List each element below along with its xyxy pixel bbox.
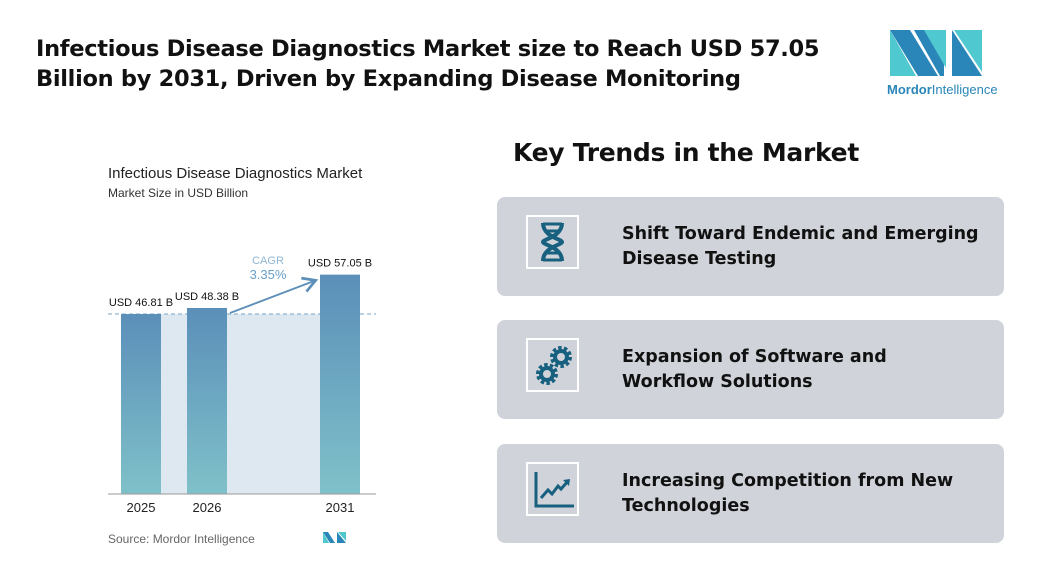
- trend-label: Expansion of Software and Workflow Solut…: [622, 346, 887, 392]
- trend-label: Increasing Competition from New Technolo…: [622, 470, 954, 516]
- x-tick-label: 2031: [326, 500, 355, 515]
- band-area: [160, 314, 320, 494]
- page-title: Infectious Disease Diagnostics Market si…: [36, 36, 820, 92]
- chart-source: Source: Mordor Intelligence: [108, 532, 255, 546]
- chart-title: Infectious Disease Diagnostics Market: [108, 165, 363, 182]
- data-label: USD 46.81 B: [109, 297, 173, 309]
- trend-label: Shift Toward Endemic and Emerging Diseas…: [622, 223, 979, 269]
- chart-subtitle: Market Size in USD Billion: [108, 186, 248, 200]
- trend-card: Expansion of Software and Workflow Solut…: [497, 320, 1004, 419]
- data-label: USD 57.05 B: [308, 258, 372, 270]
- bar-2031: [320, 274, 360, 494]
- cagr-label: CAGR: [252, 255, 284, 267]
- bar-2026: [187, 307, 227, 494]
- gears-icon: [526, 338, 579, 392]
- logo-text: MordorIntelligence: [887, 82, 998, 97]
- bar-2025: [121, 314, 161, 494]
- mordor-logo: [890, 30, 982, 76]
- source-logo-icon: [323, 532, 346, 543]
- market-chart: Infectious Disease Diagnostics Market Ma…: [108, 165, 376, 546]
- cagr-value: 3.35%: [250, 267, 287, 282]
- trend-card: Shift Toward Endemic and Emerging Diseas…: [497, 197, 1004, 296]
- trend-card: Increasing Competition from New Technolo…: [497, 444, 1004, 543]
- trending-chart-icon: [526, 462, 579, 516]
- key-trends-title: Key Trends in the Market: [513, 138, 859, 167]
- data-label: USD 48.38 B: [175, 291, 239, 303]
- cagr-arrow: [229, 276, 319, 314]
- dna-icon: [526, 215, 579, 269]
- x-tick-label: 2026: [193, 500, 222, 515]
- x-tick-label: 2025: [127, 500, 156, 515]
